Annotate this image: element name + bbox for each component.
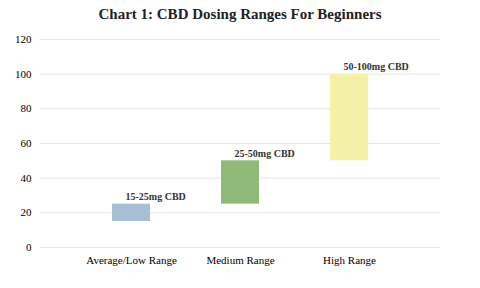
svg-text:60: 60: [21, 137, 33, 149]
svg-text:Medium Range: Medium Range: [206, 254, 274, 266]
svg-text:40: 40: [21, 172, 33, 184]
svg-text:15-25mg CBD: 15-25mg CBD: [126, 191, 186, 202]
svg-text:25-50mg CBD: 25-50mg CBD: [235, 148, 295, 159]
html-text:Chart 1: CBD Dosing Ranges For: Chart 1: CBD Dosing Ranges For Beginners: [98, 6, 382, 22]
svg-text:50-100mg CBD: 50-100mg CBD: [344, 61, 409, 72]
svg-text:120: 120: [15, 33, 32, 45]
svg-text:Average/Low Range: Average/Low Range: [86, 254, 177, 266]
svg-text:0: 0: [26, 241, 32, 253]
svg-text:100: 100: [15, 68, 32, 80]
svg-text:80: 80: [21, 102, 33, 114]
svg-text:High Range: High Range: [323, 254, 376, 266]
svg-text:20: 20: [21, 206, 33, 218]
